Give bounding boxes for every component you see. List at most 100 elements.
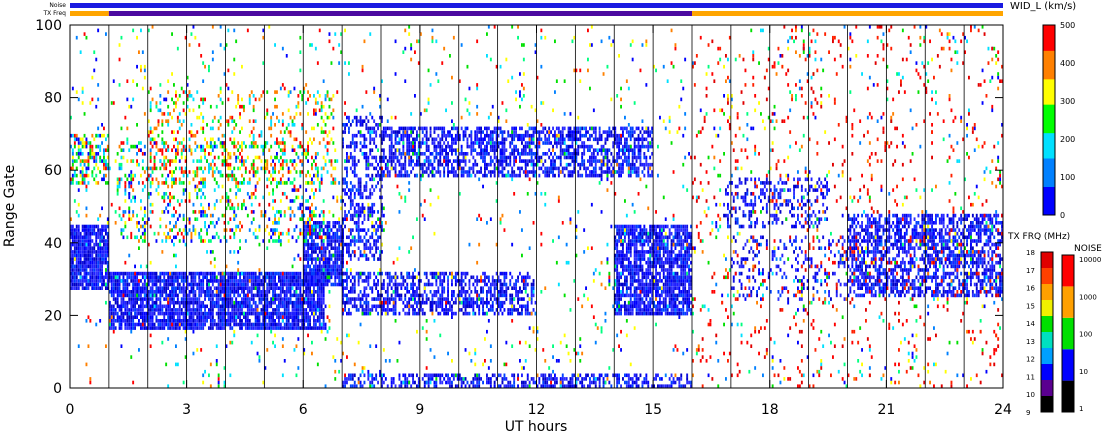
range-gate-cell bbox=[196, 315, 199, 319]
range-gate-cell bbox=[583, 162, 586, 167]
range-gate-cell bbox=[93, 242, 96, 247]
range-gate-cell bbox=[211, 311, 214, 316]
range-gate-cell bbox=[221, 275, 224, 280]
range-gate-cell bbox=[536, 144, 539, 149]
range-gate-cell bbox=[258, 297, 261, 301]
range-gate-cell bbox=[85, 166, 88, 171]
range-gate-cell bbox=[87, 239, 90, 243]
range-gate-cell bbox=[235, 184, 238, 189]
range-gate-cell bbox=[342, 228, 344, 232]
range-gate-cell bbox=[128, 297, 131, 301]
range-gate-cell bbox=[239, 181, 241, 185]
range-gate-cell bbox=[328, 231, 331, 236]
range-gate-cell bbox=[141, 159, 144, 163]
range-gate-cell bbox=[215, 304, 218, 309]
range-gate-cell bbox=[151, 144, 154, 149]
range-gate-cell bbox=[73, 231, 76, 236]
range-gate-cell bbox=[246, 300, 249, 305]
range-gate-cell bbox=[293, 300, 296, 305]
range-gate-cell bbox=[91, 282, 94, 287]
range-gate-cell bbox=[149, 192, 152, 196]
range-gate-cell bbox=[305, 152, 308, 156]
range-gate-cell bbox=[165, 206, 168, 211]
range-gate-cell bbox=[313, 231, 315, 236]
range-gate-cell bbox=[128, 148, 131, 152]
range-gate-cell bbox=[77, 242, 80, 247]
range-gate-cell bbox=[130, 315, 133, 319]
range-gate-cell bbox=[293, 188, 296, 192]
range-gate-cell bbox=[451, 170, 453, 174]
range-gate-cell bbox=[433, 166, 436, 171]
range-gate-cell bbox=[421, 166, 424, 171]
range-gate-cell bbox=[279, 271, 282, 276]
range-gate-cell bbox=[386, 170, 389, 174]
range-gate-cell bbox=[188, 108, 191, 113]
range-gate-cell bbox=[365, 162, 368, 167]
range-gate-cell bbox=[118, 177, 121, 182]
range-gate-cell bbox=[149, 279, 152, 283]
range-gate-cell bbox=[227, 97, 230, 102]
range-gate-cell bbox=[311, 253, 313, 258]
range-gate-cell bbox=[351, 202, 354, 207]
range-gate-cell bbox=[437, 152, 440, 156]
range-gate-cell bbox=[307, 246, 309, 250]
range-gate-cell bbox=[95, 271, 98, 276]
range-gate-cell bbox=[581, 159, 584, 163]
range-gate-cell bbox=[647, 126, 650, 131]
range-gate-cell bbox=[314, 242, 317, 247]
range-gate-cell bbox=[381, 115, 383, 120]
range-gate-cell bbox=[211, 275, 214, 280]
range-gate-cell bbox=[552, 159, 554, 163]
range-gate-cell bbox=[371, 235, 374, 240]
range-gate-cell bbox=[445, 159, 447, 163]
range-gate-cell bbox=[454, 170, 457, 174]
range-gate-cell bbox=[79, 173, 82, 178]
range-gate-cell bbox=[250, 286, 253, 290]
range-gate-cell bbox=[301, 311, 304, 316]
range-gate-cell bbox=[369, 242, 372, 247]
range-gate-cell bbox=[359, 195, 362, 200]
range-gate-cell bbox=[305, 311, 308, 316]
range-gate-cell bbox=[73, 170, 76, 174]
range-gate-cell bbox=[344, 308, 346, 312]
range-gate-cell bbox=[281, 173, 284, 178]
range-gate-cell bbox=[268, 239, 271, 243]
range-gate-cell bbox=[651, 152, 654, 156]
range-gate-cell bbox=[575, 152, 578, 156]
range-gate-cell bbox=[573, 170, 576, 174]
range-gate-cell bbox=[320, 177, 323, 182]
range-gate-cell bbox=[402, 133, 405, 138]
range-gate-cell bbox=[484, 152, 486, 156]
range-gate-cell bbox=[192, 297, 195, 301]
range-gate-cell bbox=[246, 322, 249, 327]
range-gate-cell bbox=[252, 286, 255, 290]
range-gate-cell bbox=[291, 326, 294, 330]
range-gate-cell bbox=[320, 290, 323, 294]
range-gate-cell bbox=[371, 213, 374, 218]
range-gate-cell bbox=[227, 221, 230, 225]
range-gate-cell bbox=[180, 319, 183, 323]
range-gate-cell bbox=[192, 282, 195, 287]
range-gate-cell bbox=[639, 152, 642, 156]
range-gate-cell bbox=[110, 286, 113, 290]
range-gate-cell bbox=[260, 130, 263, 134]
range-gate-cell bbox=[276, 137, 278, 142]
range-gate-cell bbox=[322, 315, 325, 319]
range-gate-cell bbox=[91, 231, 94, 236]
range-gate-cell bbox=[313, 290, 315, 294]
range-gate-cell bbox=[182, 217, 185, 221]
range-gate-cell bbox=[342, 282, 344, 287]
range-gate-cell bbox=[250, 311, 253, 316]
range-gate-cell bbox=[311, 213, 313, 218]
range-gate-cell bbox=[171, 271, 173, 276]
range-gate-cell bbox=[305, 181, 308, 185]
range-gate-cell bbox=[507, 155, 510, 160]
range-gate-cell bbox=[311, 188, 313, 192]
range-gate-cell bbox=[301, 144, 304, 149]
range-gate-cell bbox=[338, 268, 341, 272]
range-gate-cell bbox=[320, 101, 323, 105]
range-gate-cell bbox=[381, 159, 383, 163]
range-gate-cell bbox=[486, 144, 488, 149]
range-gate-cell bbox=[316, 271, 319, 276]
range-gate-cell bbox=[196, 297, 199, 301]
